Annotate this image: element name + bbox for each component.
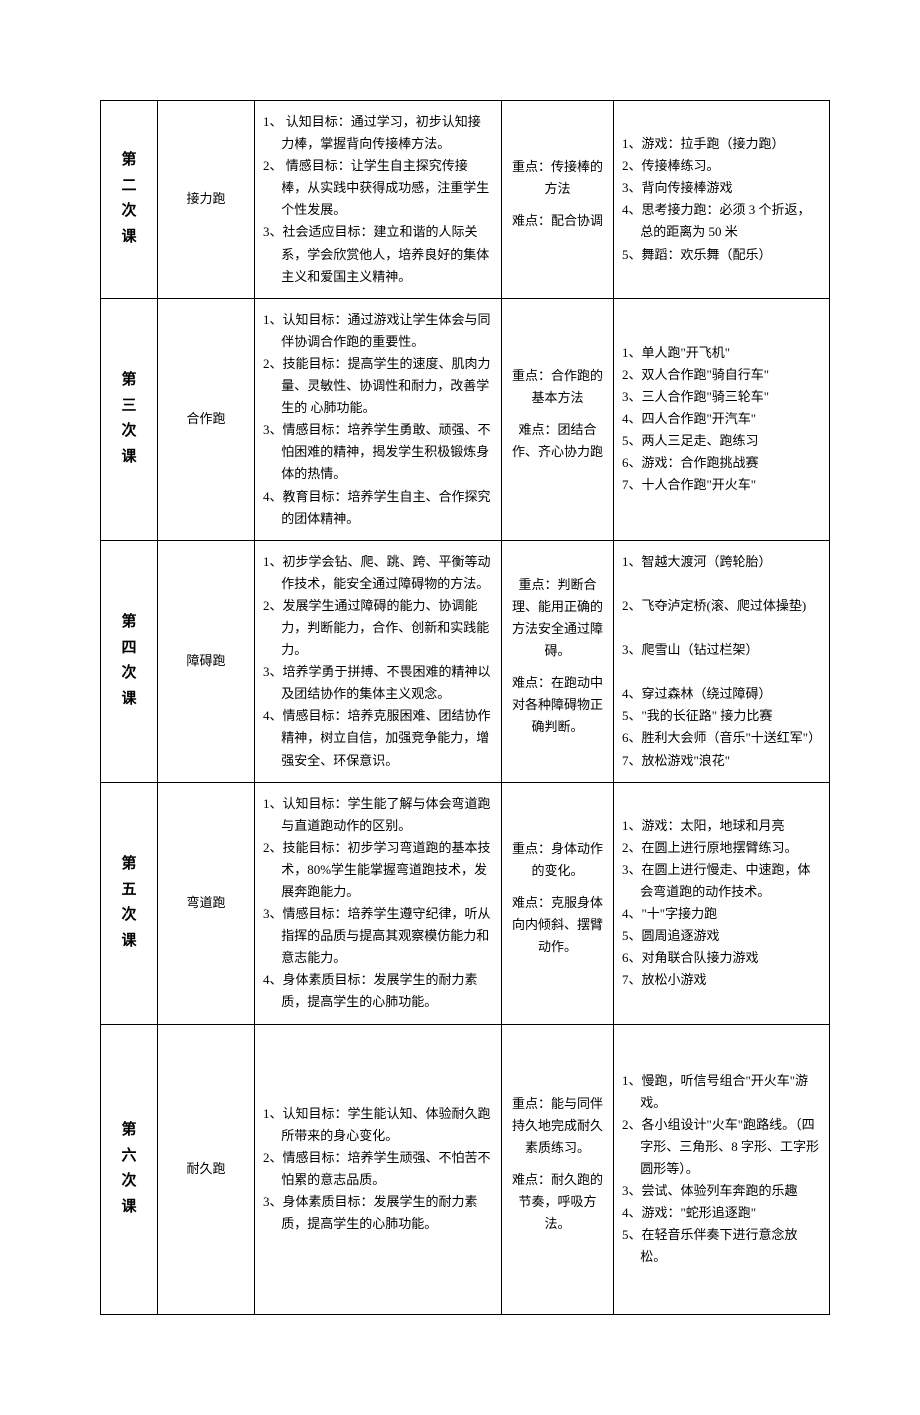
activities: 1、智越大渡河（跨轮胎） 2、飞夺泸定桥(滚、爬过体操垫) 3、爬雪山（钻过栏架… — [614, 540, 830, 782]
goals: 1、初步学会钻、爬、跳、跨、平衡等动作技术，能安全通过障碍物的方法。2、发展学生… — [255, 540, 502, 782]
lesson-row: 第二次课接力跑1、 认知目标：通过学习，初步认知接力棒，掌握背向传接棒方法。2、… — [101, 101, 830, 299]
topic: 障碍跑 — [158, 540, 255, 782]
topic: 接力跑 — [158, 101, 255, 299]
goals: 1、认知目标：通过游戏让学生体会与同伴协调合作跑的重要性。2、技能目标：提高学生… — [255, 298, 502, 540]
session-label: 第二次课 — [101, 101, 158, 299]
key-points: 重点：判断合理、能用正确的方法安全通过障碍。难点：在跑动中对各种障碍物正确判断。 — [502, 540, 614, 782]
topic: 弯道跑 — [158, 782, 255, 1024]
lesson-row: 第五次课弯道跑1、认知目标：学生能了解与体会弯道跑与直道跑动作的区别。2、技能目… — [101, 782, 830, 1024]
topic: 合作跑 — [158, 298, 255, 540]
key-points: 重点：合作跑的基本方法难点：团结合作、齐心协力跑 — [502, 298, 614, 540]
activities: 1、慢跑，听信号组合"开火车"游戏。2、各小组设计"火车"跑路线。（四字形、三角… — [614, 1024, 830, 1314]
lesson-plan-table: 第二次课接力跑1、 认知目标：通过学习，初步认知接力棒，掌握背向传接棒方法。2、… — [100, 100, 830, 1315]
key-points: 重点：能与同伴持久地完成耐久素质练习。难点：耐久跑的节奏，呼吸方法。 — [502, 1024, 614, 1314]
session-label: 第四次课 — [101, 540, 158, 782]
goals: 1、 认知目标：通过学习，初步认知接力棒，掌握背向传接棒方法。2、 情感目标：让… — [255, 101, 502, 299]
lesson-row: 第三次课合作跑1、认知目标：通过游戏让学生体会与同伴协调合作跑的重要性。2、技能… — [101, 298, 830, 540]
lesson-row: 第六次课耐久跑1、认知目标：学生能认知、体验耐久跑所带来的身心变化。2、情感目标… — [101, 1024, 830, 1314]
session-label: 第三次课 — [101, 298, 158, 540]
activities: 1、单人跑"开飞机"2、双人合作跑"骑自行车"3、三人合作跑"骑三轮车"4、四人… — [614, 298, 830, 540]
activities: 1、游戏：拉手跑（接力跑）2、传接棒练习。3、背向传接棒游戏4、思考接力跑：必须… — [614, 101, 830, 299]
session-label: 第五次课 — [101, 782, 158, 1024]
topic: 耐久跑 — [158, 1024, 255, 1314]
lesson-row: 第四次课障碍跑1、初步学会钻、爬、跳、跨、平衡等动作技术，能安全通过障碍物的方法… — [101, 540, 830, 782]
key-points: 重点：传接棒的方法难点：配合协调 — [502, 101, 614, 299]
goals: 1、认知目标：学生能了解与体会弯道跑与直道跑动作的区别。2、技能目标：初步学习弯… — [255, 782, 502, 1024]
key-points: 重点：身体动作的变化。难点：克服身体向内倾斜、摆臂动作。 — [502, 782, 614, 1024]
goals: 1、认知目标：学生能认知、体验耐久跑所带来的身心变化。2、情感目标：培养学生顽强… — [255, 1024, 502, 1314]
activities: 1、游戏：太阳，地球和月亮2、在圆上进行原地摆臂练习。3、在圆上进行慢走、中速跑… — [614, 782, 830, 1024]
session-label: 第六次课 — [101, 1024, 158, 1314]
